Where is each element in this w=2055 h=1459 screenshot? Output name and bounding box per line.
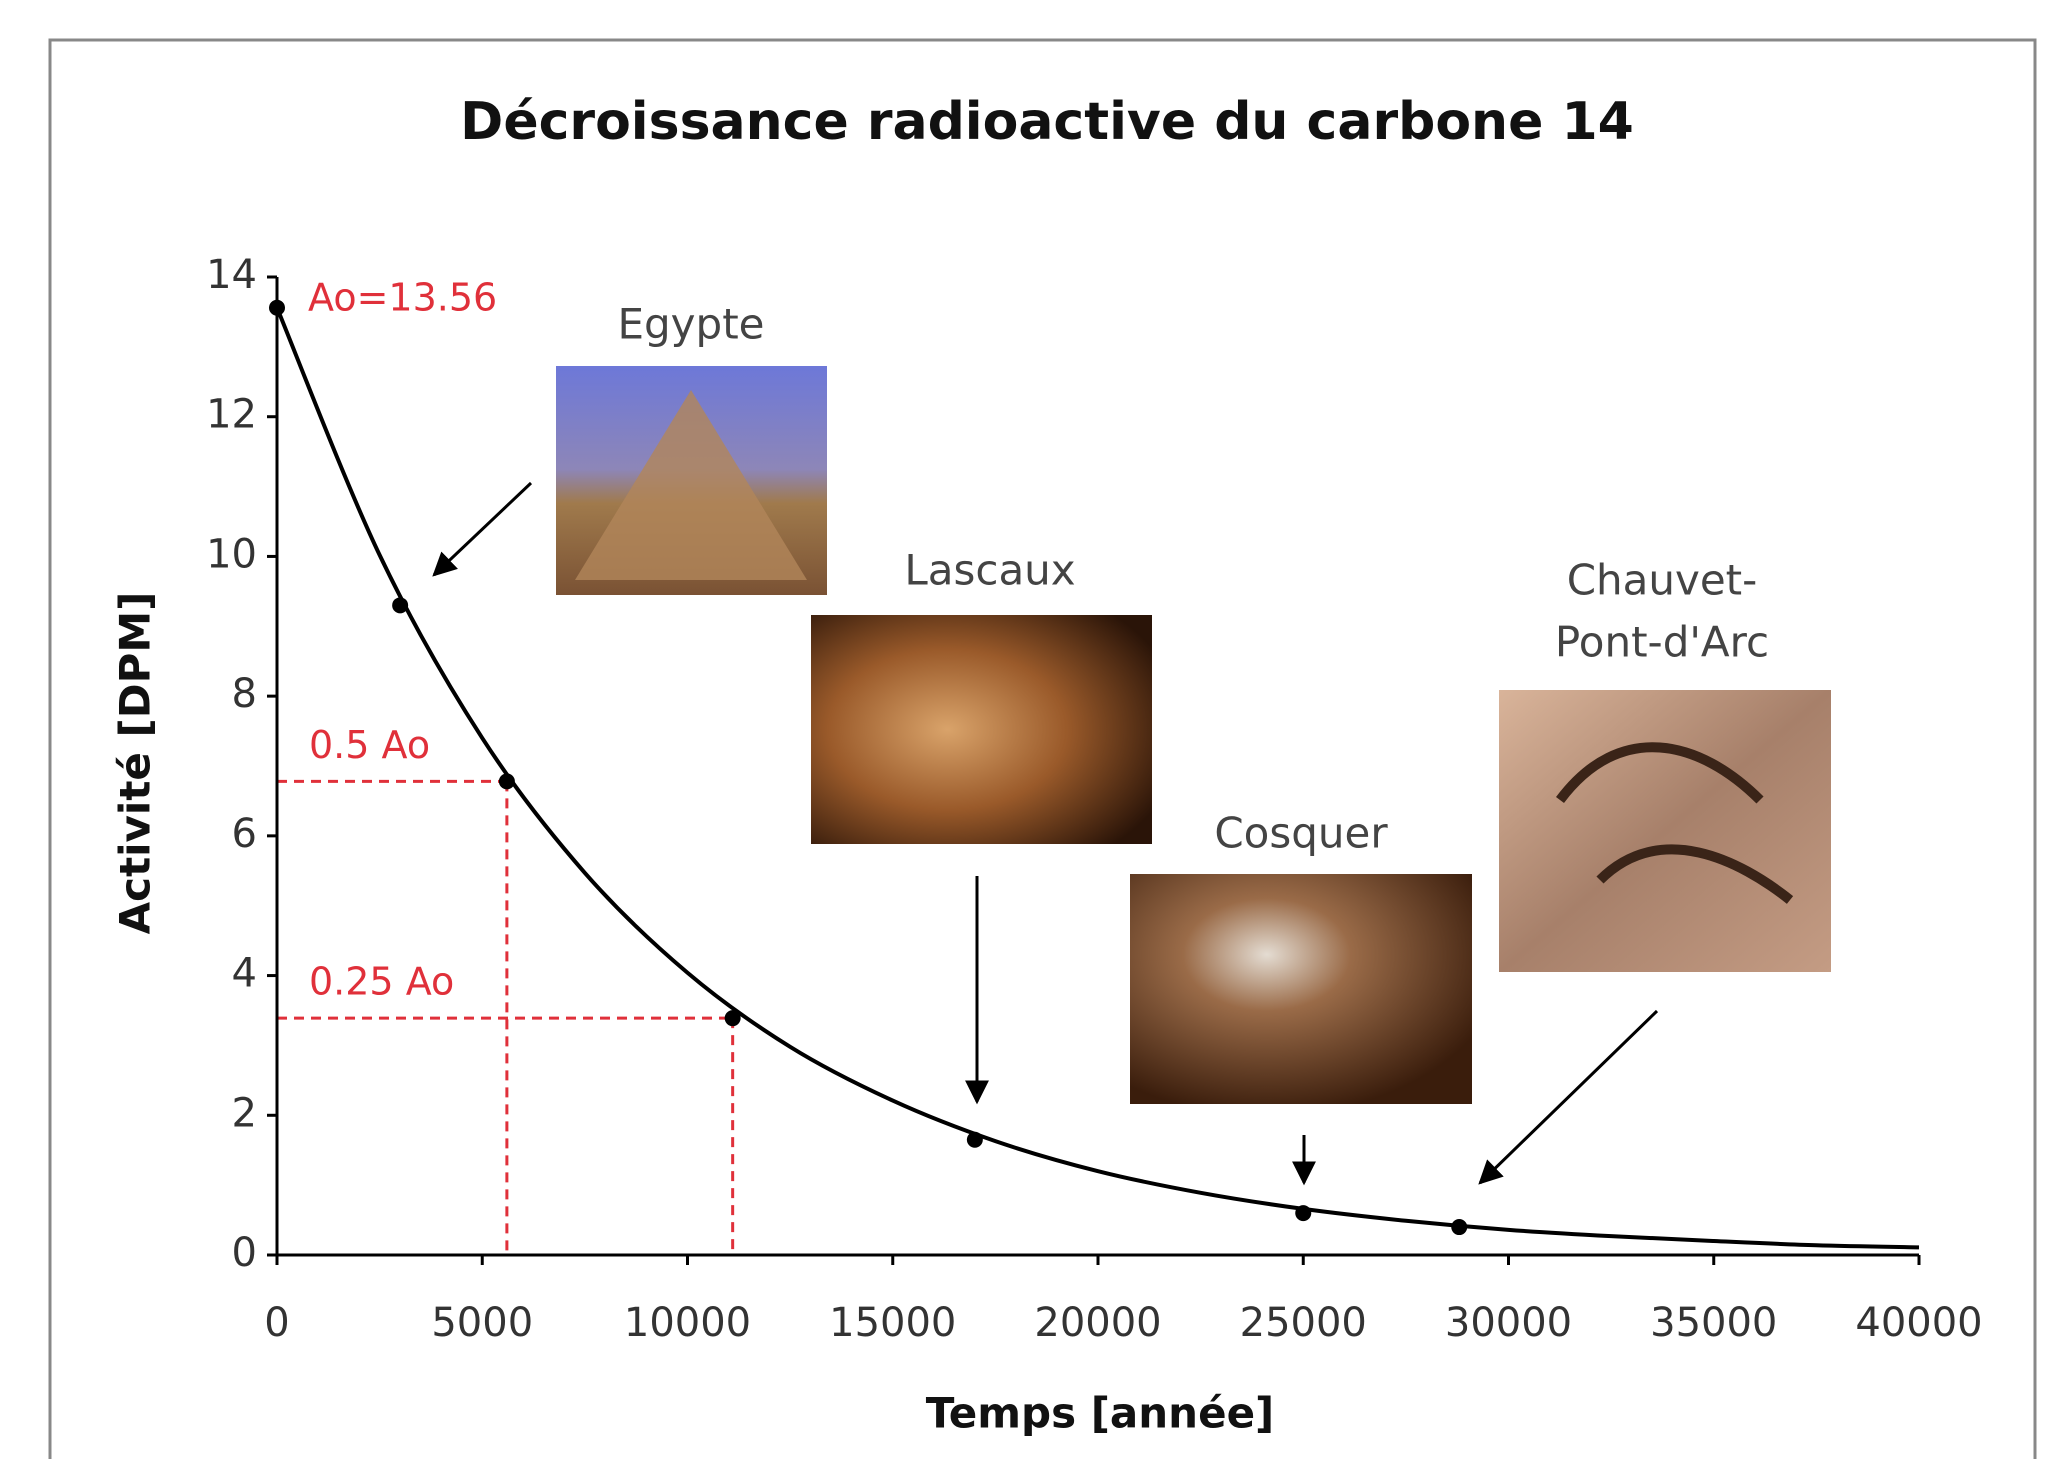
x-tick-label: 35000 — [1650, 1300, 1777, 1346]
data-point — [269, 300, 285, 316]
y-tick-label: 8 — [232, 671, 257, 717]
x-tick-label: 20000 — [1034, 1300, 1161, 1346]
x-tick-label: 0 — [264, 1300, 289, 1346]
site-label: Chauvet- — [1567, 556, 1758, 605]
x-tick-label: 30000 — [1445, 1300, 1572, 1346]
data-point — [1451, 1219, 1467, 1235]
photo — [1130, 874, 1472, 1104]
y-tick-label: 14 — [206, 252, 257, 298]
y-axis-label: Activité [DPM] — [111, 592, 160, 935]
data-point — [499, 773, 515, 789]
x-axis-label: Temps [année] — [926, 1389, 1275, 1438]
reference-label: 0.5 Ao — [309, 723, 430, 767]
annotation: Ao=13.56 — [308, 276, 497, 320]
site-label: Egypte — [617, 300, 764, 349]
x-tick-label: 40000 — [1855, 1300, 1982, 1346]
page: {"chart_data": { "type": "line", "title"… — [0, 0, 2055, 1459]
x-tick-label: 10000 — [624, 1300, 751, 1346]
x-tick-label: 25000 — [1240, 1300, 1367, 1346]
y-tick-label: 4 — [232, 951, 257, 997]
site-label: Pont-d'Arc — [1555, 618, 1769, 667]
y-tick-label: 10 — [206, 531, 257, 577]
data-point — [392, 597, 408, 613]
y-tick-label: 2 — [232, 1090, 257, 1136]
data-point — [725, 1010, 741, 1026]
chart: Décroissance radioactive du carbone 14 T… — [0, 0, 2055, 1459]
y-tick-label: 0 — [232, 1230, 257, 1276]
site-label: Lascaux — [904, 546, 1075, 595]
reference-label: 0.25 Ao — [309, 960, 454, 1004]
y-tick-label: 6 — [232, 811, 257, 857]
x-tick-label: 15000 — [829, 1300, 956, 1346]
photo — [1499, 690, 1831, 972]
photo — [811, 615, 1152, 844]
x-tick-label: 5000 — [431, 1300, 533, 1346]
y-tick-label: 12 — [206, 392, 257, 438]
site-label: Cosquer — [1214, 809, 1388, 858]
data-point — [1295, 1205, 1311, 1221]
chart-title: Décroissance radioactive du carbone 14 — [460, 92, 1634, 152]
data-point — [967, 1132, 983, 1148]
